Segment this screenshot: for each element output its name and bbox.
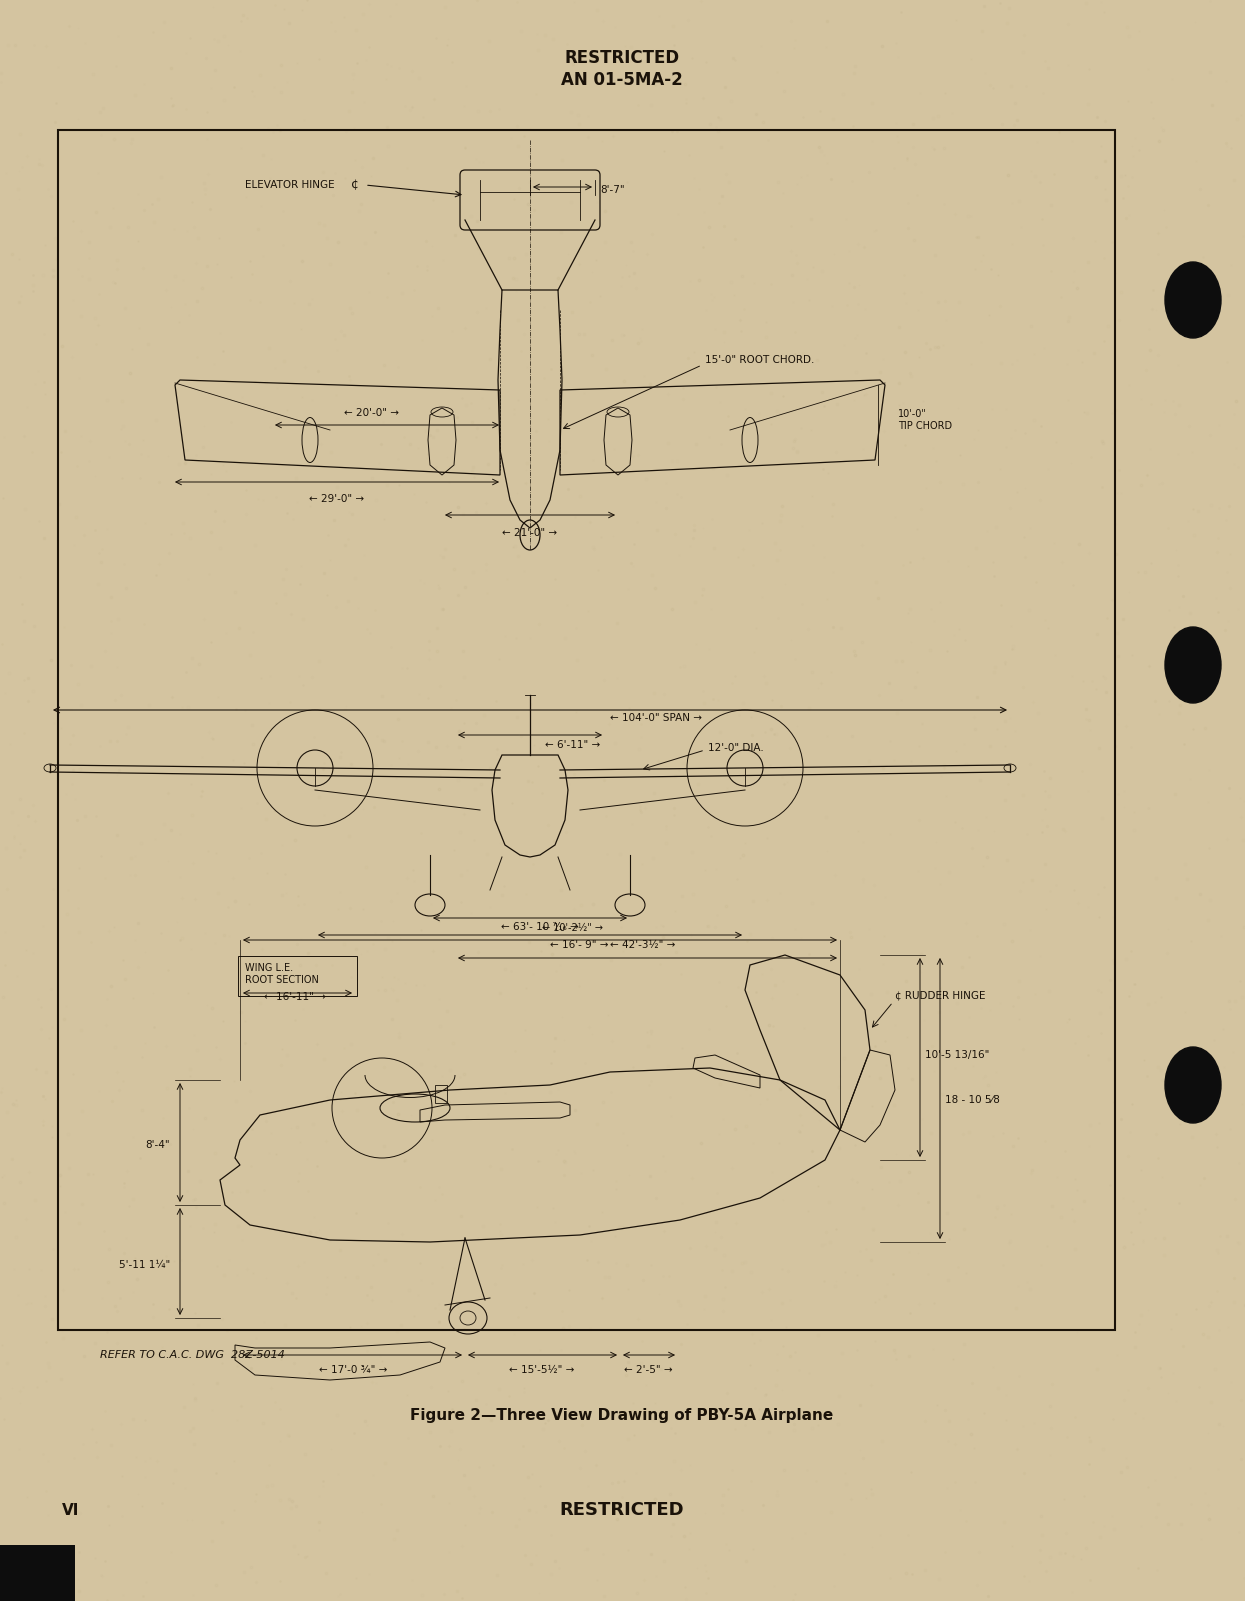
Bar <box>435 1085 447 1103</box>
Text: 15'-0" ROOT CHORD.: 15'-0" ROOT CHORD. <box>705 355 814 365</box>
Text: ROOT SECTION: ROOT SECTION <box>245 975 319 985</box>
Bar <box>0 1545 75 1601</box>
Text: ¢: ¢ <box>351 178 359 192</box>
Text: ← 63'- 10 ⁷⁄₁₆ →: ← 63'- 10 ⁷⁄₁₆ → <box>502 922 579 932</box>
Text: ← 21'-0" →: ← 21'-0" → <box>503 528 558 538</box>
Bar <box>59 130 1116 1330</box>
Text: ← 17'-0 ¾" →: ← 17'-0 ¾" → <box>319 1366 387 1375</box>
Text: RESTRICTED: RESTRICTED <box>560 1502 685 1519</box>
Text: 18 - 10 5⁄8: 18 - 10 5⁄8 <box>945 1095 1000 1105</box>
Text: 10'-0"
TIP CHORD: 10'-0" TIP CHORD <box>898 410 952 431</box>
Text: Figure 2—Three View Drawing of PBY-5A Airplane: Figure 2—Three View Drawing of PBY-5A Ai… <box>411 1407 834 1423</box>
Text: ← 2'-5" →: ← 2'-5" → <box>624 1366 672 1375</box>
Text: VI: VI <box>62 1502 80 1518</box>
Text: 8'-4": 8'-4" <box>146 1140 171 1150</box>
Ellipse shape <box>1165 1047 1221 1122</box>
Text: 12'-0" DIA.: 12'-0" DIA. <box>708 743 763 752</box>
Text: AN 01-5MA-2: AN 01-5MA-2 <box>561 70 682 90</box>
Text: ← 29'-0" →: ← 29'-0" → <box>310 495 365 504</box>
Text: ← 10'-2½" →: ← 10'-2½" → <box>542 924 603 933</box>
Text: 5'-11 1¼": 5'-11 1¼" <box>118 1260 171 1270</box>
Text: ← 16'- 9" →: ← 16'- 9" → <box>550 940 609 949</box>
Text: ← 6'-11" →: ← 6'-11" → <box>545 740 600 749</box>
Text: ← 20'-0" →: ← 20'-0" → <box>345 408 400 418</box>
Ellipse shape <box>1165 628 1221 703</box>
Ellipse shape <box>1165 263 1221 338</box>
Text: 8'-7": 8'-7" <box>600 186 625 195</box>
Text: ← 16'-11" →: ← 16'-11" → <box>264 993 326 1002</box>
Text: WING L.E.: WING L.E. <box>245 962 293 973</box>
Text: REFER TO C.A.C. DWG  28Z-5014: REFER TO C.A.C. DWG 28Z-5014 <box>100 1350 285 1359</box>
Text: 10'-5 13/16": 10'-5 13/16" <box>925 1050 990 1060</box>
Text: RESTRICTED: RESTRICTED <box>564 50 680 67</box>
Text: ELEVATOR HINGE: ELEVATOR HINGE <box>245 179 335 191</box>
Text: ← 42'-3½" →: ← 42'-3½" → <box>610 940 675 949</box>
Text: ← 15'-5½" →: ← 15'-5½" → <box>509 1366 575 1375</box>
Text: ← 104'-0" SPAN →: ← 104'-0" SPAN → <box>610 712 702 724</box>
Text: ¢ RUDDER HINGE: ¢ RUDDER HINGE <box>895 989 986 1001</box>
